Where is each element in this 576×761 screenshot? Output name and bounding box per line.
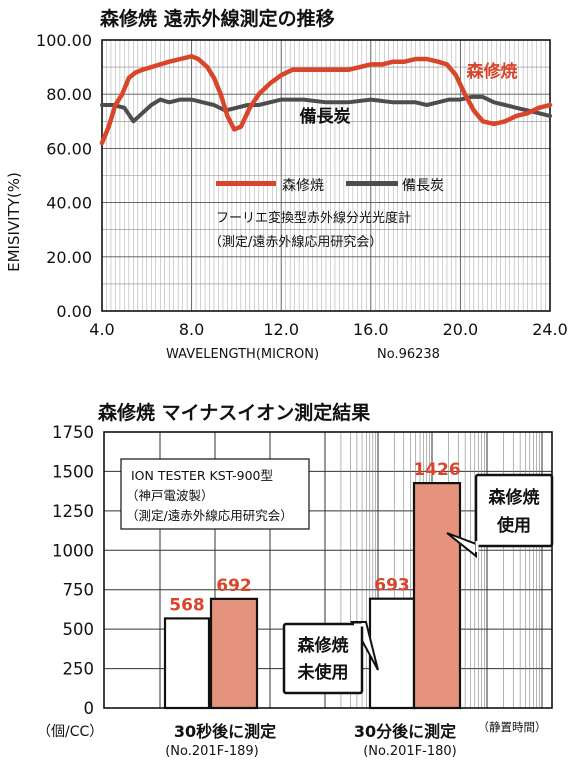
emissivity-x-axis-note: No.96238 (377, 347, 440, 362)
bar-unused (368, 597, 416, 710)
value-label-unused: 568 (169, 595, 205, 615)
bar-used (412, 481, 462, 710)
ion-y-tick-label: 0 (84, 699, 95, 718)
ion-y-tick-label: 1750 (52, 423, 94, 442)
value-label-unused: 693 (374, 576, 410, 596)
category-sublabel-30sec: (No.201F-189) (165, 744, 259, 759)
callout-used-frame (474, 473, 554, 548)
ion-y-tick-label: 500 (63, 620, 95, 639)
callout-used-line-2: 使用 (496, 515, 531, 536)
emissivity-y-ticks: 0.00 20.00 40.00 60.00 80.00 100.00 (36, 31, 92, 321)
emissivity-note-line-2: （測定/遠赤外線応用研究会） (209, 234, 382, 250)
category-label-30min: 30分後に測定 (354, 722, 456, 741)
emissivity-y-tick-label: 100.00 (36, 31, 92, 50)
emissivity-y-tick-label: 20.00 (46, 248, 92, 267)
negative-ion-chart: 森修焼 マイナスイオン測定結果 0 250 500 750 1000 1250 1500 17… (37, 401, 554, 759)
ion-note-box: ION TESTER KST-900型 （神戸電波製） （測定/遠赤外線応用研究… (120, 458, 310, 530)
ion-y-tick-label: 1000 (52, 541, 94, 560)
category-sublabel-30min: (No.201F-180) (363, 744, 457, 759)
emissivity-x-tick-label: 12.0 (263, 320, 299, 339)
bar-used (209, 597, 259, 710)
ion-bars: 568 692 693 1426 (163, 460, 462, 710)
ion-plot-frame (103, 431, 553, 709)
emissivity-y-tick-label: 60.00 (46, 139, 92, 158)
series-label-morishu: 森修焼 (467, 61, 518, 82)
legend-swatch-binchotan (346, 181, 398, 186)
emissivity-x-tick-label: 4.0 (89, 320, 114, 339)
emissivity-x-tick-label: 20.0 (443, 320, 479, 339)
emissivity-chart: 森修焼 遠赤外線測定の推移 0.00 20.00 40.00 60.00 80.00 10… (5, 7, 568, 362)
emissivity-grid (101, 39, 551, 312)
legend-label-morishu: 森修焼 (282, 178, 324, 194)
callout-unused-line-2: 未使用 (297, 662, 349, 683)
series-line-morishu (99, 54, 553, 146)
series-line-binchotan (100, 94, 552, 124)
category-label-30sec: 30秒後に測定 (174, 722, 276, 741)
ion-note-line-2: （神戸電波製） (126, 488, 214, 503)
value-label-used: 692 (216, 576, 252, 596)
emissivity-series-lines (99, 54, 553, 146)
ion-note-line-1: ION TESTER KST-900型 (131, 468, 273, 483)
ion-note-frame (120, 458, 310, 530)
emissivity-y-tick-label: 0.00 (56, 302, 92, 321)
emissivity-x-tick-label: 8.0 (179, 320, 204, 339)
emissivity-chart-title: 森修焼 遠赤外線測定の推移 (100, 7, 335, 30)
ion-note-line-3: （測定/遠赤外線応用研究会） (126, 508, 293, 523)
bar-unused (163, 617, 211, 710)
emissivity-y-tick-label: 80.00 (46, 85, 92, 104)
ion-y-unit-label: （個/CC） (37, 724, 103, 740)
emissivity-x-ticks: 4.0 8.0 12.0 16.0 20.0 24.0 (89, 320, 568, 339)
callout-used: 森修焼 使用 (446, 473, 554, 559)
emissivity-y-tick-label: 40.00 (46, 194, 92, 213)
emissivity-note-line-1: フーリエ変換型赤外線分光光度計 (216, 210, 411, 226)
callout-unused: 森修焼 未使用 (282, 621, 379, 695)
value-label-used: 1426 (413, 460, 460, 480)
callout-used-line-1: 森修焼 (489, 487, 540, 508)
emissivity-plot-frame (101, 39, 551, 312)
legend-label-binchotan: 備長炭 (402, 178, 444, 194)
emissivity-legend: 森修焼 備長炭 (216, 178, 444, 194)
emissivity-y-axis-label: EMISIVITY(%) (5, 172, 23, 272)
ion-y-tick-label: 750 (63, 581, 95, 600)
series-label-binchotan: 備長炭 (300, 106, 351, 127)
ion-chart-title: 森修焼 マイナスイオン測定結果 (98, 401, 370, 424)
ion-y-tick-label: 250 (63, 660, 95, 679)
legend-swatch-morishu (216, 181, 276, 186)
callout-unused-frame (282, 622, 364, 695)
emissivity-x-tick-label: 24.0 (532, 320, 568, 339)
ion-y-tick-label: 1500 (52, 462, 94, 481)
emissivity-x-axis-label: WAVELENGTH(MICRON) (166, 347, 319, 362)
callout-unused-line-1: 森修焼 (298, 635, 349, 656)
emissivity-x-tick-label: 16.0 (353, 320, 389, 339)
category-axis-note: （静置時間） (478, 720, 547, 734)
ion-y-tick-label: 1250 (52, 502, 94, 521)
ion-y-ticks: 0 250 500 750 1000 1250 1500 1750 (52, 423, 94, 718)
